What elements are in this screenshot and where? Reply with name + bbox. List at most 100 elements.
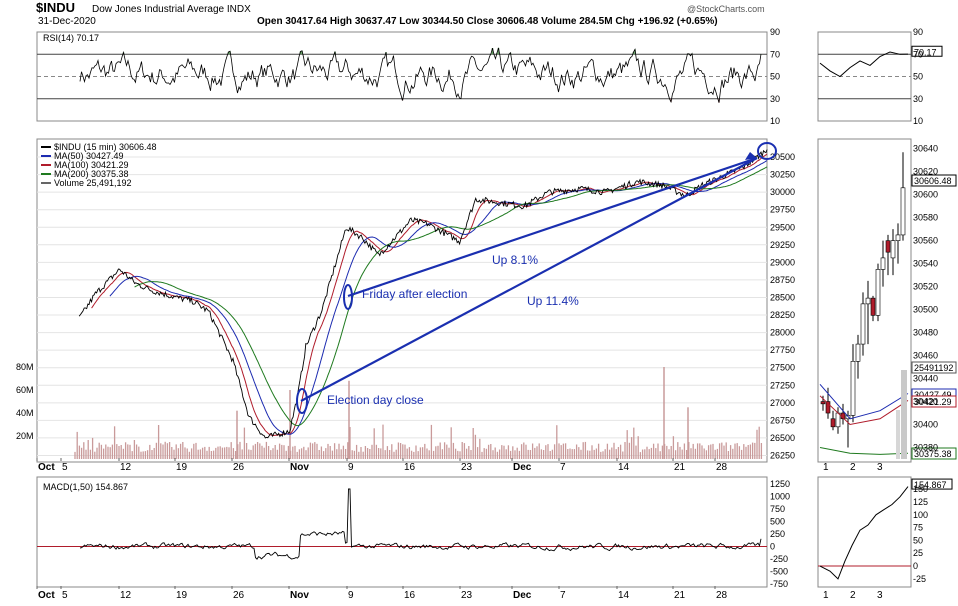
zoom-ma-line (819, 383, 909, 420)
zoom-price-tick: 30380 (913, 443, 938, 453)
zoom-macd-tick: 125 (913, 497, 928, 507)
volume-tick: 20M (16, 431, 34, 441)
macd-tag (911, 478, 953, 490)
zoom-price-tick: 30620 (913, 167, 938, 177)
macd-panel (36, 476, 768, 588)
zoom-ma-line (819, 447, 909, 455)
up-small-label: Up 8.1% (492, 253, 538, 267)
legend-entry: $INDU (15 min) 30606.48 (54, 142, 157, 152)
value-tag (911, 361, 957, 374)
zoom-x-label: 1 (823, 462, 829, 473)
price-tick: 30500 (770, 152, 795, 162)
macd-tick: -750 (770, 579, 788, 589)
zoom-candle-body (820, 401, 826, 405)
zoom-candle-body (870, 297, 876, 316)
zoom-candle-body (890, 240, 896, 259)
zoom-x-label: 2 (850, 590, 856, 601)
volume-tick: 40M (16, 408, 34, 418)
price-tick: 26500 (770, 433, 795, 443)
rsi-tick: 10 (770, 116, 780, 126)
chart-symbol: $INDU (36, 0, 75, 15)
price-tick: 30250 (770, 170, 795, 180)
rsi-tick: 30 (770, 94, 780, 104)
x-axis-label: 7 (560, 462, 566, 473)
x-axis-label: 28 (716, 590, 728, 601)
legend-entry: MA(50) 30427.49 (54, 151, 124, 161)
rsi-label: RSI(14) 70.17 (43, 33, 99, 43)
zoom-price-tick: 30640 (913, 144, 938, 154)
value-tag (911, 174, 957, 187)
x-axis-label: 5 (62, 462, 68, 473)
macd-series (37, 488, 767, 560)
zoom-price-tick: 30400 (913, 420, 938, 430)
rsi-zoom-tick: 50 (913, 72, 923, 82)
zoom-macd-line (819, 486, 909, 580)
quote-line: Open 30417.64 High 30637.47 Low 30344.50… (257, 16, 718, 27)
zoom-candle-body (880, 257, 886, 270)
trendline-from-friday (347, 156, 758, 298)
price-tick: 26750 (770, 415, 795, 425)
zoom-candle-body (855, 343, 861, 362)
macd-tick: 0 (770, 542, 775, 552)
x-axis-label: Oct (38, 462, 55, 473)
value-tag-text: 30375.38 (914, 449, 952, 459)
value-tag-text: 25491192 (914, 363, 953, 373)
rsi-tag-text: 70.17 (914, 47, 937, 57)
macd-tick: -250 (770, 554, 788, 564)
x-axis-label: 16 (404, 462, 416, 473)
arrowhead (745, 152, 757, 160)
x-axis-label: 14 (618, 462, 630, 473)
zoom-ma-line (819, 395, 909, 426)
zoom-macd-tick: 25 (913, 548, 923, 558)
value-tag-text: 30606.48 (914, 176, 952, 186)
zoom-price-tick: 30540 (913, 259, 938, 269)
chart-date: 31-Dec-2020 (38, 16, 96, 27)
rsi-line (79, 47, 762, 104)
x-axis-label: Nov (290, 590, 309, 601)
price-series (78, 149, 768, 439)
rsi-zoom-tick: 10 (913, 116, 923, 126)
close-circle (757, 142, 777, 160)
x-axis-label: 9 (348, 590, 354, 601)
zoom-volume-bar (896, 410, 900, 459)
x-axis-label: 26 (233, 590, 245, 601)
annotations: Election day close Friday after election… (296, 142, 777, 414)
zoom-price-tick: 30480 (913, 328, 938, 338)
price-tick: 29750 (770, 205, 795, 215)
rsi-zoom-tick: 90 (913, 27, 923, 37)
zoom-candle-body (895, 234, 901, 241)
zoom-candle-body (875, 269, 881, 316)
zoom-candle-body (830, 418, 836, 428)
price-tick: 29000 (770, 257, 795, 267)
price-tick: 27750 (770, 345, 795, 355)
zoom-candle-body (825, 401, 831, 414)
price-tick: 28000 (770, 328, 795, 338)
x-axis-label: Dec (513, 590, 532, 601)
macd-tag-text: 154.867 (914, 480, 947, 490)
macd-tick: 750 (770, 504, 785, 514)
zoom-x-label: 3 (877, 590, 883, 601)
x-axis-label: 21 (674, 590, 686, 601)
zoom-price-tick: 30580 (913, 213, 938, 223)
zoom-price-tick: 30560 (913, 236, 938, 246)
legend-entry: Volume 25,491,192 (54, 178, 132, 188)
legend-entry: MA(200) 30375.38 (54, 169, 129, 179)
price-tick: 28750 (770, 275, 795, 285)
price-tick: 28250 (770, 310, 795, 320)
x-axis-label: 7 (560, 590, 566, 601)
volume-tick: 80M (16, 362, 34, 372)
rsi-zoom-tick: 30 (913, 94, 923, 104)
zoom-candle-body (835, 412, 841, 428)
zoom-x-label: 1 (823, 590, 829, 601)
up-large-label: Up 11.4% (527, 294, 579, 308)
x-axis-label: 26 (233, 462, 245, 473)
x-axis-label: 9 (348, 462, 354, 473)
value-tag-text: 30421.29 (914, 397, 952, 407)
zoom-candle-body (885, 240, 891, 253)
x-axis-label: 28 (716, 462, 728, 473)
price-tick: 27250 (770, 380, 795, 390)
price-tick: 29250 (770, 240, 795, 250)
